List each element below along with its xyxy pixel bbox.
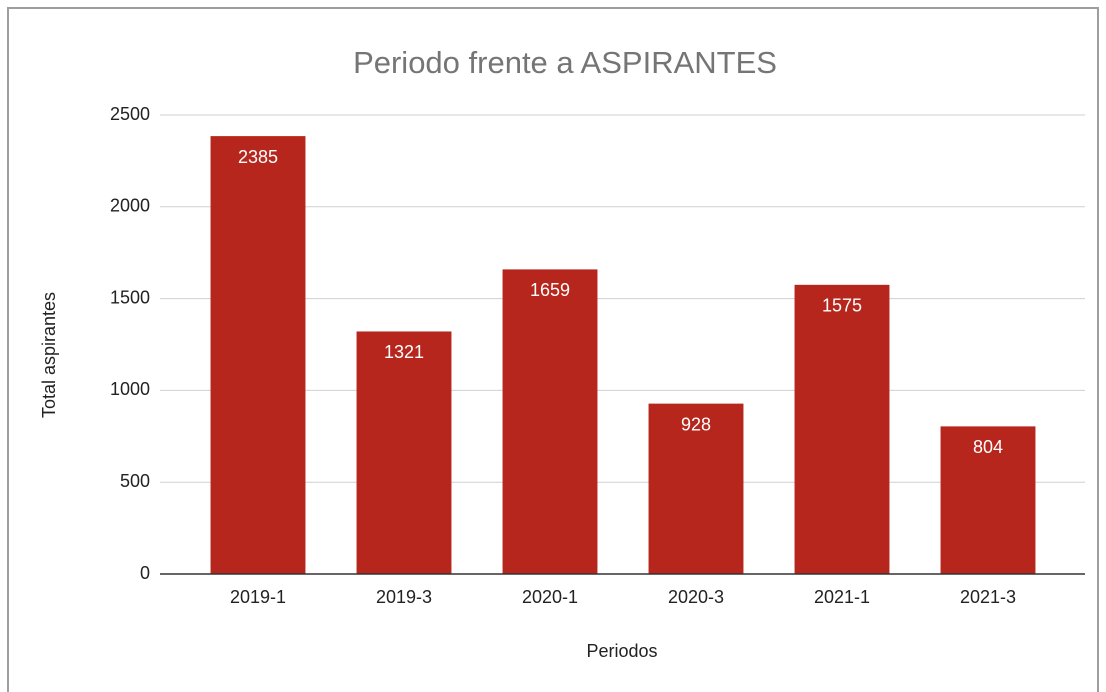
x-tick-label: 2021-3 — [960, 587, 1016, 607]
x-tick-label: 2019-3 — [376, 587, 432, 607]
bar — [502, 269, 598, 574]
y-tick-label: 2000 — [110, 196, 150, 216]
x-axis-title: Periodos — [586, 641, 657, 661]
x-tick-label: 2020-1 — [522, 587, 578, 607]
y-tick-label: 2500 — [110, 104, 150, 124]
y-axis-title: Total aspirantes — [39, 292, 59, 418]
y-tick-label: 0 — [140, 563, 150, 583]
data-label: 928 — [681, 414, 711, 434]
x-tick-label: 2021-1 — [814, 587, 870, 607]
bar — [940, 426, 1036, 574]
y-tick-label: 1000 — [110, 379, 150, 399]
bar — [356, 331, 452, 574]
data-label: 1575 — [822, 296, 862, 316]
x-tick-label: 2020-3 — [668, 587, 724, 607]
bar — [648, 403, 744, 574]
chart-title: Periodo frente a ASPIRANTES — [353, 45, 777, 80]
x-tick-label: 2019-1 — [230, 587, 286, 607]
y-tick-label: 500 — [120, 471, 150, 491]
y-tick-label: 1500 — [110, 287, 150, 307]
data-label: 1659 — [530, 280, 570, 300]
bar — [794, 284, 890, 574]
data-label: 804 — [973, 437, 1003, 457]
data-label: 1321 — [384, 342, 424, 362]
bar — [210, 136, 306, 574]
data-label: 2385 — [238, 147, 278, 167]
